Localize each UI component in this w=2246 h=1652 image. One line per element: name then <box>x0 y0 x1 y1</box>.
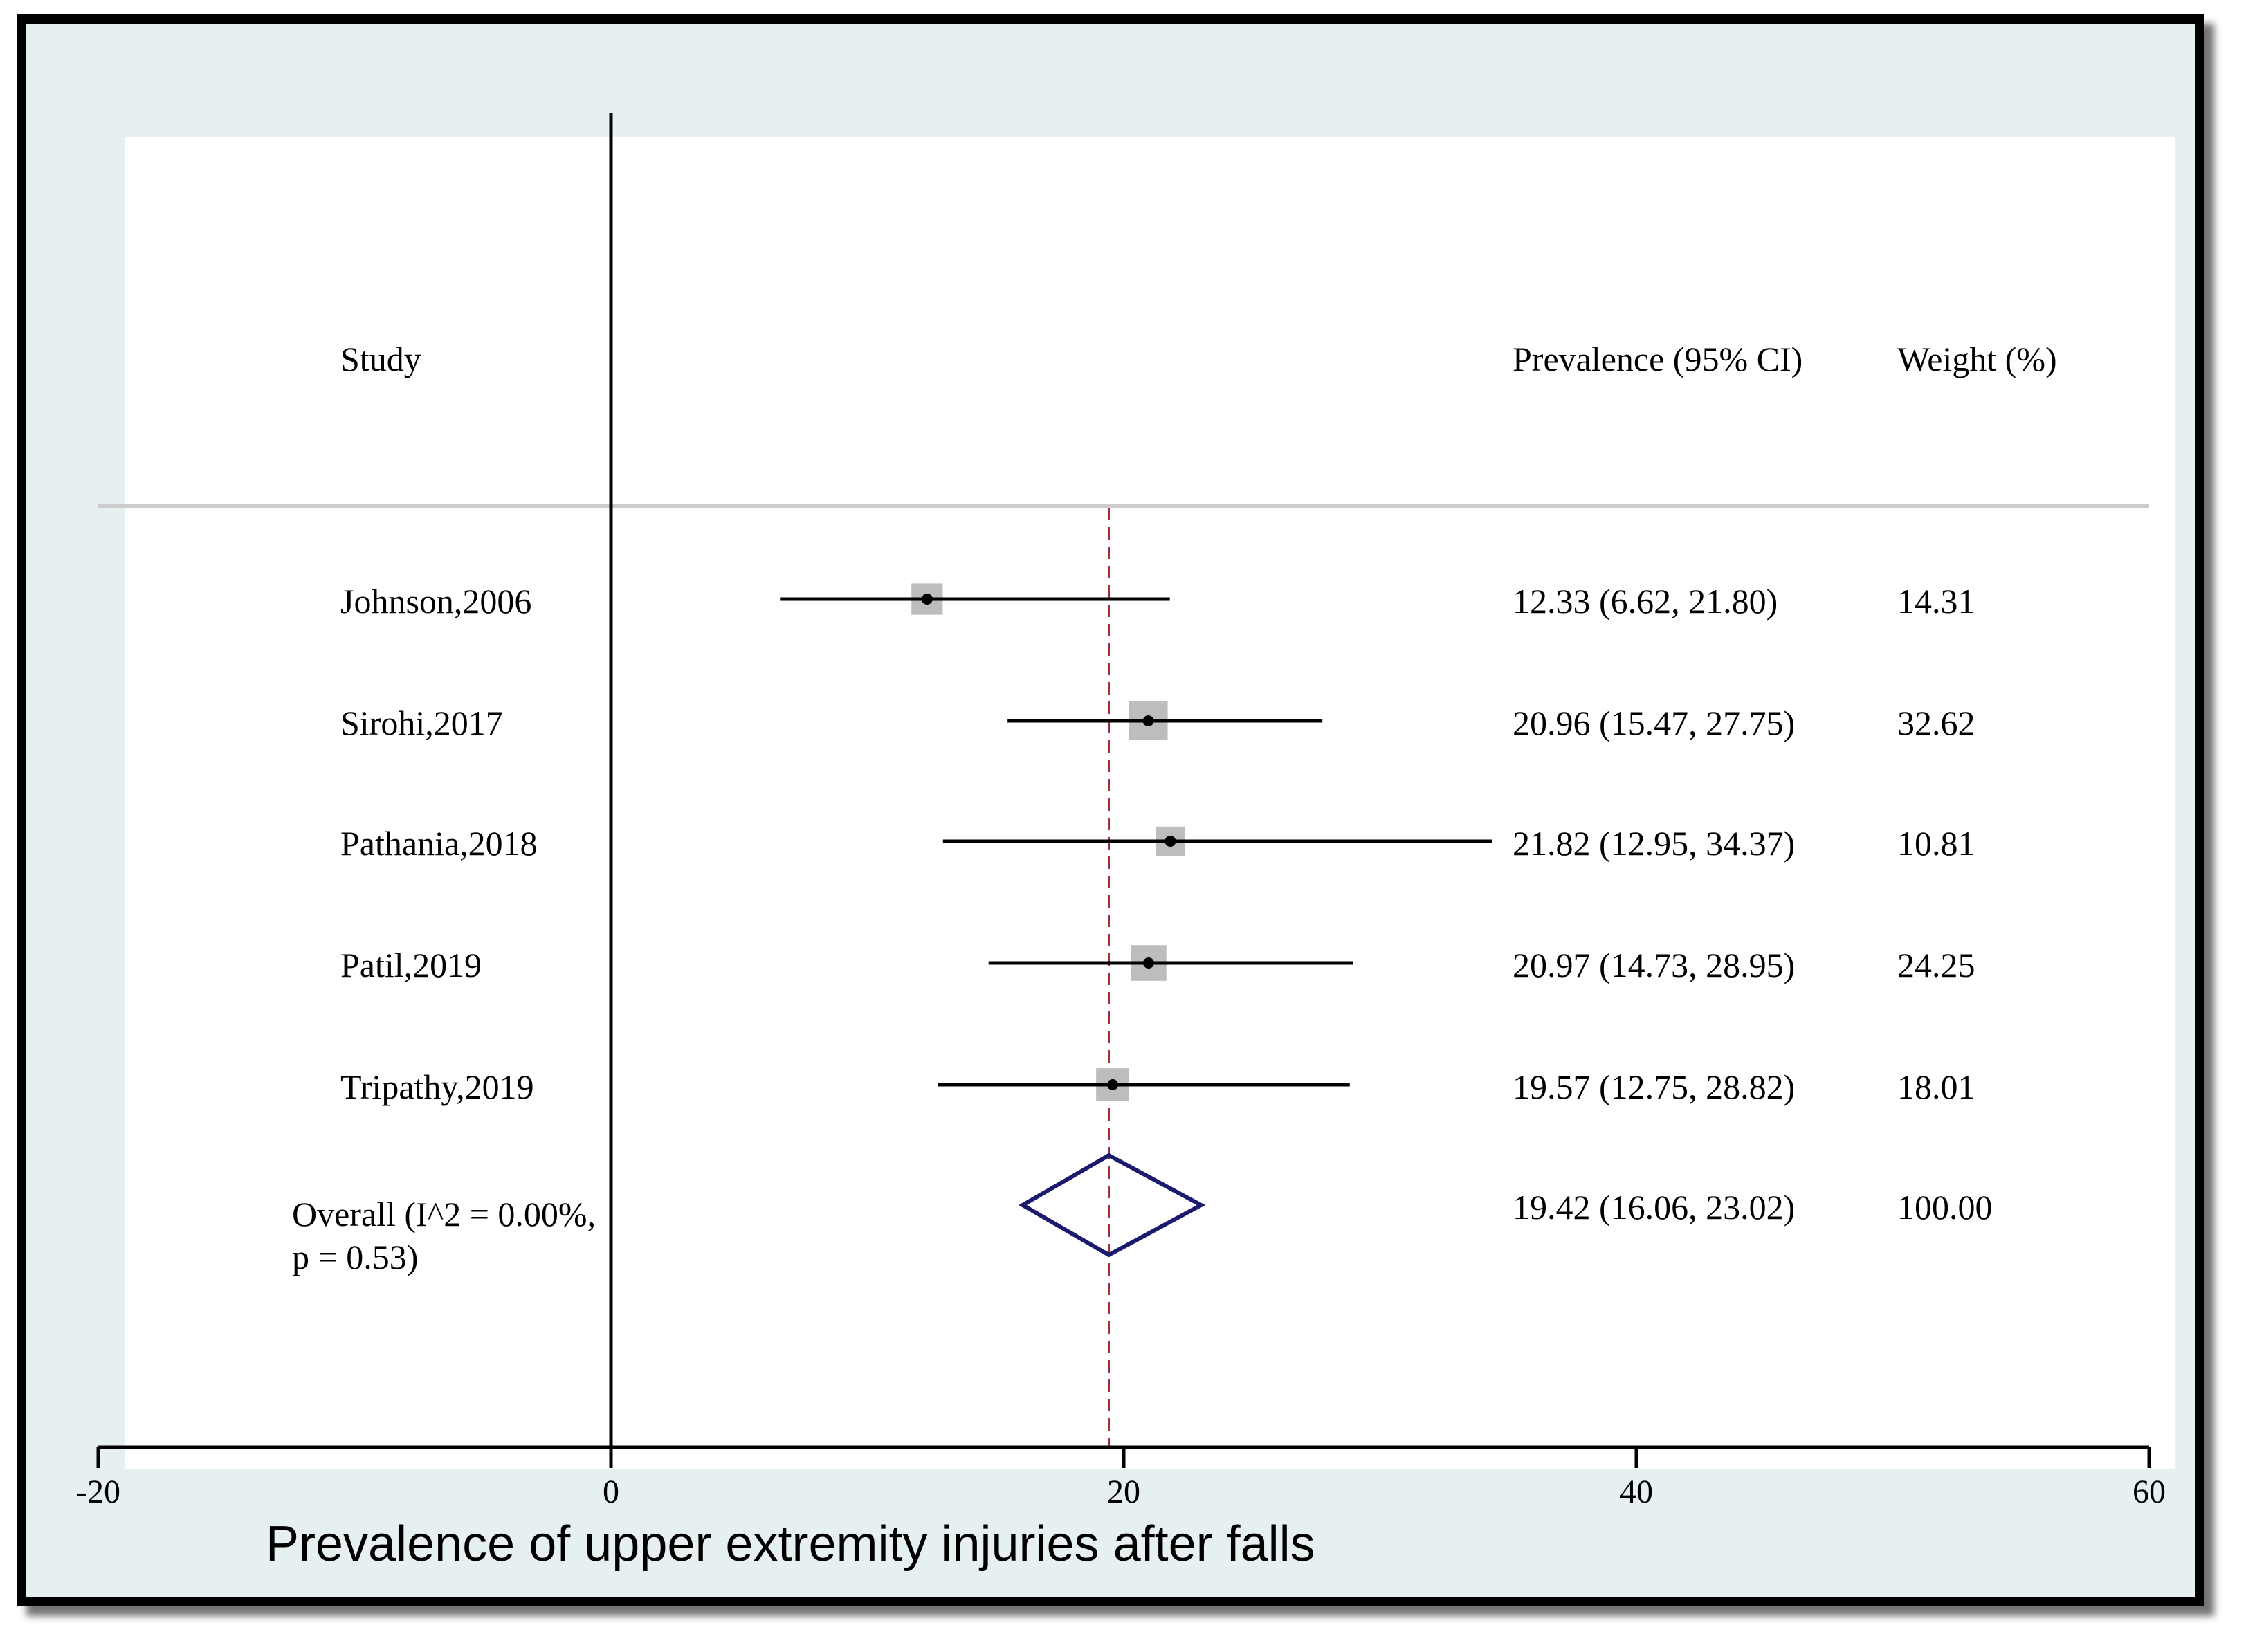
estimate-ci-text: 20.96 (15.47, 27.75) <box>1513 704 1795 742</box>
header-estimate: Prevalence (95% CI) <box>1513 340 1802 378</box>
x-tick-label: -20 <box>76 1474 120 1510</box>
study-name: Sirohi,2017 <box>340 704 503 742</box>
x-tick-label: 40 <box>1620 1474 1653 1510</box>
point-estimate <box>1142 715 1154 726</box>
point-estimate <box>1107 1079 1119 1090</box>
figure-frame <box>17 14 2204 1606</box>
overall-ci-text: 19.42 (16.06, 23.02) <box>1513 1188 1795 1227</box>
header-weight: Weight (%) <box>1897 340 2057 378</box>
estimate-ci-text: 20.97 (14.73, 28.95) <box>1513 946 1795 984</box>
estimate-ci-text: 12.33 (6.62, 21.80) <box>1513 582 1778 621</box>
point-estimate <box>1165 836 1176 847</box>
point-estimate <box>1142 957 1154 969</box>
overall-weight-text: 100.00 <box>1897 1188 1993 1227</box>
header-study: Study <box>340 340 421 378</box>
estimate-ci-text: 21.82 (12.95, 34.37) <box>1513 824 1795 863</box>
x-tick-label: 60 <box>2133 1474 2166 1510</box>
weight-text: 32.62 <box>1897 704 1975 742</box>
overall-label: Overall (I^2 = 0.00%, <box>292 1195 596 1233</box>
x-tick-label: 0 <box>603 1474 619 1510</box>
x-tick-label: 20 <box>1107 1474 1140 1510</box>
study-name: Patil,2019 <box>340 946 482 984</box>
study-name: Pathania,2018 <box>340 824 538 863</box>
weight-text: 14.31 <box>1897 582 1975 621</box>
weight-text: 18.01 <box>1897 1067 1975 1106</box>
study-name: Johnson,2006 <box>340 582 531 621</box>
weight-text: 24.25 <box>1897 946 1975 984</box>
estimate-ci-text: 19.57 (12.75, 28.82) <box>1513 1067 1795 1106</box>
overall-diamond <box>1019 1153 1206 1258</box>
overall-label-p: p = 0.53) <box>292 1238 418 1276</box>
plot-panel <box>125 137 2175 1469</box>
weight-text: 10.81 <box>1897 824 1975 863</box>
x-axis-label: Prevalence of upper extremity injuries a… <box>266 1516 1315 1572</box>
point-estimate <box>921 594 933 605</box>
study-name: Tripathy,2019 <box>340 1067 534 1106</box>
